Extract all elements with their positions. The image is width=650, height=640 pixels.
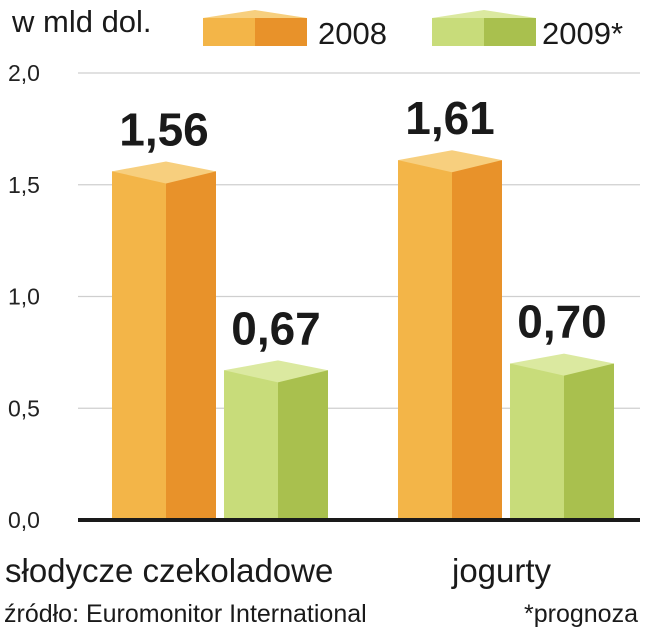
bar-front-face <box>398 160 452 521</box>
value-labels: 1,56 0,67 1,61 0,70 <box>119 92 607 354</box>
bar-front-face <box>224 370 278 520</box>
y-tick-label: 1,0 <box>8 284 40 310</box>
value-label: 0,67 <box>231 302 321 354</box>
legend-swatch-front <box>432 18 484 46</box>
legend-label: 2009* <box>542 16 623 51</box>
bar-side-face <box>452 160 502 521</box>
legend-swatch-front <box>203 18 255 46</box>
source-note: źródło: Euromonitor International <box>4 600 367 628</box>
category-labels: słodycze czekoladowe jogurty <box>5 552 552 589</box>
y-tick-label: 2,0 <box>8 60 40 86</box>
legend-swatch-side <box>484 18 536 46</box>
bar-top-face <box>510 353 614 376</box>
value-label: 0,70 <box>517 296 607 348</box>
y-tick-label: 1,5 <box>8 172 40 198</box>
category-label: słodycze czekoladowe <box>5 552 333 589</box>
value-label: 1,56 <box>119 103 209 155</box>
legend-swatch <box>432 10 536 46</box>
y-axis-ticks: 0,0 0,5 1,0 1,5 2,0 <box>8 60 40 533</box>
legend-swatch-side <box>255 18 307 46</box>
bar-front-face <box>112 171 166 520</box>
bar-side-face <box>564 363 614 520</box>
legend-label: 2008 <box>318 16 387 51</box>
bar-top-face <box>398 150 502 173</box>
legend: 2008 2009* <box>203 10 623 51</box>
bars <box>112 150 614 521</box>
y-tick-label: 0,5 <box>8 395 40 421</box>
bar-front-face <box>510 363 564 520</box>
bar-side-face <box>278 370 328 520</box>
forecast-footnote: *prognoza <box>524 600 638 628</box>
value-label: 1,61 <box>405 92 495 144</box>
bar <box>112 161 216 520</box>
category-label: jogurty <box>451 552 552 589</box>
y-tick-label: 0,0 <box>8 507 40 533</box>
bar-top-face <box>224 360 328 383</box>
bar <box>510 353 614 520</box>
bar <box>224 360 328 520</box>
bar-side-face <box>166 171 216 520</box>
legend-swatch <box>203 10 307 46</box>
bar-top-face <box>112 161 216 184</box>
unit-label: w mld dol. <box>12 4 152 39</box>
bar <box>398 150 502 521</box>
